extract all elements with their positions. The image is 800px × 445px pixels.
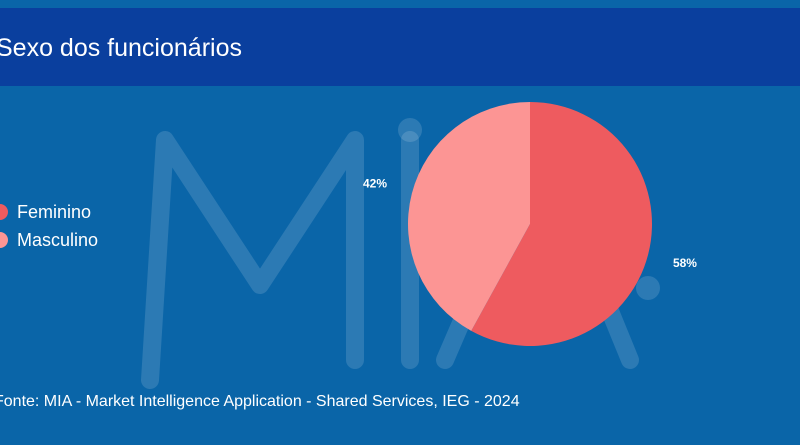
data-label-masculino: 42% [363,176,387,190]
data-label-feminino: 58% [673,256,697,270]
legend-label-masculino: Masculino [17,229,99,250]
header-bar: Sexo dos funcionários [0,8,800,86]
page-title: Sexo dos funcionários [0,34,242,62]
legend-label-feminino: Feminino [17,201,92,222]
top-strip [0,0,800,8]
source-note: Fonte: MIA - Market Intelligence Applica… [0,393,520,410]
legend-item-masculino: Masculino [0,226,98,254]
legend-item-feminino: Feminino [0,198,98,226]
pie-slice-feminino [471,102,652,346]
pie-slice-masculino [408,102,530,331]
chart-legend: Feminino Masculino [0,198,98,254]
legend-swatch-masculino [0,232,8,248]
legend-swatch-feminino [0,204,8,220]
